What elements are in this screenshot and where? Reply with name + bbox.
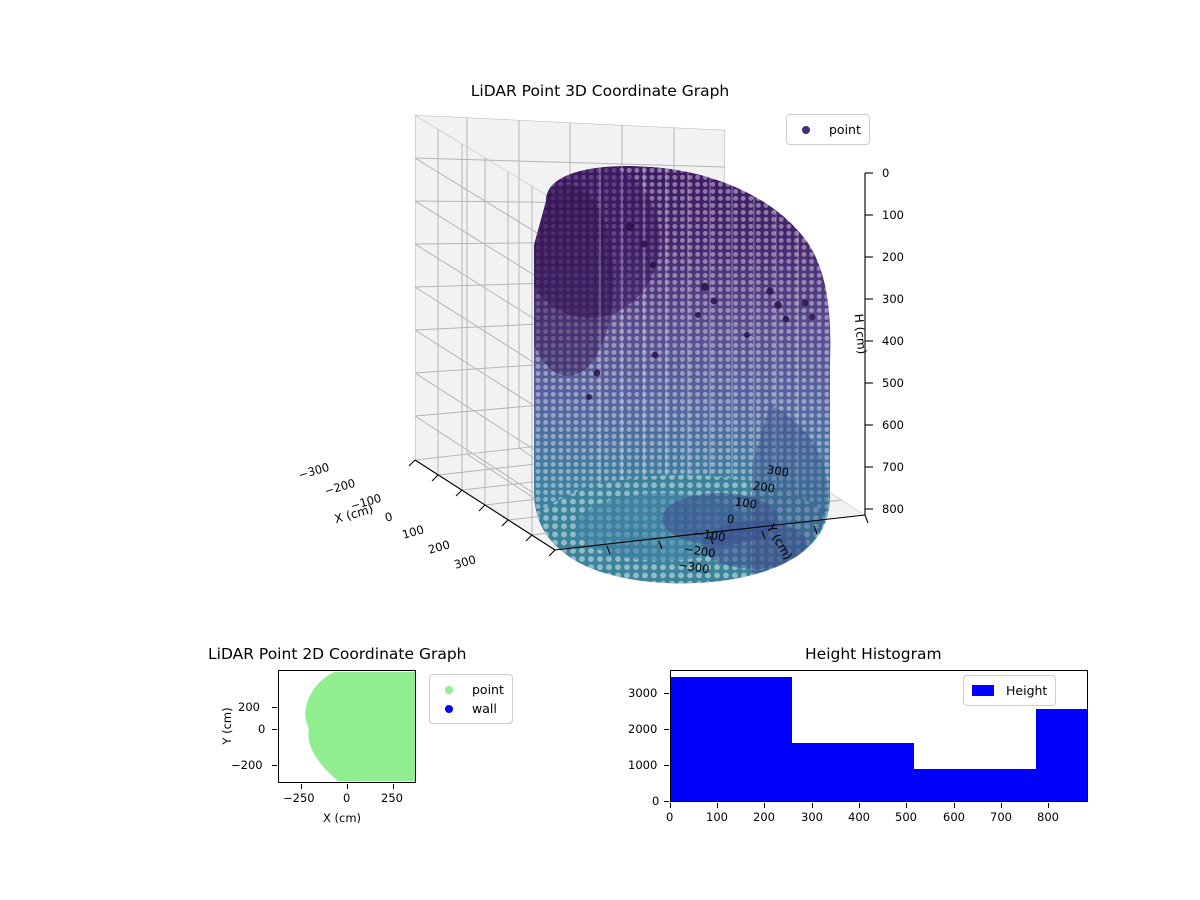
plot3d-ztick-2: 200: [882, 250, 904, 264]
plot3d-ztick-3: 300: [882, 292, 904, 306]
plot3d-ztick-7: 700: [882, 460, 904, 474]
plot3d-ztick-8: 800: [882, 502, 904, 516]
plot2d-xtick-2: 250: [381, 791, 403, 805]
plot2d-point-region: [305, 671, 415, 782]
histogram-xtickmark-0: [670, 803, 671, 808]
histogram-xtick-0: 0: [666, 810, 674, 824]
plot2d-xtickmark-1: [347, 784, 348, 789]
histogram-xtick-5: 500: [895, 810, 917, 824]
legend-entry-point[interactable]: point: [795, 120, 861, 139]
histogram-xtick-6: 600: [943, 810, 965, 824]
plot2d-xtickmark-0: [301, 784, 302, 789]
histogram-ytickmark-1: [664, 765, 669, 766]
legend-point-marker-icon: [438, 685, 460, 694]
plot2d-ytick-1: 0: [258, 722, 266, 736]
histogram-title: Height Histogram: [805, 645, 942, 663]
plot3d-ztick-5: 500: [882, 376, 904, 390]
plot3d-ztick-1: 100: [882, 208, 904, 222]
legend-height-patch-icon: [972, 685, 994, 696]
plot3d-canvas: [408, 115, 873, 584]
histogram-xtick-2: 200: [753, 810, 775, 824]
histogram-ytickmark-0: [664, 801, 669, 802]
legend-point-label: point: [472, 682, 504, 697]
histogram-ytick-0: 0: [652, 794, 660, 808]
histogram-bar[interactable]: [1035, 709, 1087, 801]
legend-point-marker-icon: [795, 125, 817, 134]
histogram-xtick-8: 800: [1037, 810, 1059, 824]
histogram-xtick-3: 300: [801, 810, 823, 824]
legend-entry-point[interactable]: point: [438, 680, 504, 699]
plot2d-ytickmark-1: [272, 729, 277, 730]
histogram-xtickmark-7: [1001, 803, 1002, 808]
histogram-xtickmark-4: [859, 803, 860, 808]
legend-entry-height[interactable]: Height: [972, 681, 1047, 700]
legend-height-label: Height: [1006, 683, 1048, 698]
histogram-ytick-3: 3000: [628, 686, 658, 700]
plot2d-ytickmark-0: [272, 707, 277, 708]
histogram-ytickmark-3: [664, 693, 669, 694]
legend-point-label: point: [829, 122, 861, 137]
plot2d-ytick-2: −200: [231, 758, 263, 772]
histogram-ytickmark-2: [664, 729, 669, 730]
plot2d-xaxis-label: X (cm): [323, 811, 362, 825]
plot2d-yaxis-label: Y (cm): [220, 707, 234, 745]
plot3d-ztick-4: 400: [882, 334, 904, 348]
histogram-bar[interactable]: [671, 677, 793, 801]
plot3d-ztick-6: 600: [882, 418, 904, 432]
plot2d-xtickmark-2: [393, 784, 394, 789]
legend-entry-wall[interactable]: wall: [438, 699, 504, 718]
plot2d-axes[interactable]: [278, 670, 416, 783]
plot3d-tickmarks: [408, 172, 873, 557]
histogram-xtickmark-8: [1048, 803, 1049, 808]
plot2d-xtick-0: −250: [283, 791, 315, 805]
histogram-bar[interactable]: [792, 742, 915, 801]
legend-wall-label: wall: [472, 701, 497, 716]
histogram-xtick-4: 400: [848, 810, 870, 824]
histogram-ytick-2: 2000: [628, 722, 658, 736]
plot2d-xtick-1: 0: [343, 791, 351, 805]
histogram-ytick-1: 1000: [628, 758, 658, 772]
plot2d-title: LiDAR Point 2D Coordinate Graph: [208, 645, 467, 663]
histogram-xtick-7: 700: [990, 810, 1012, 824]
plot2d-legend[interactable]: point wall: [429, 674, 513, 724]
histogram-xtickmark-6: [954, 803, 955, 808]
histogram-xtickmark-3: [812, 803, 813, 808]
histogram-xtick-1: 100: [706, 810, 728, 824]
plot2d-canvas: [305, 671, 415, 782]
histogram-xtickmark-5: [906, 803, 907, 808]
histogram-bar[interactable]: [914, 769, 1036, 801]
histogram-legend[interactable]: Height: [963, 675, 1057, 706]
plot3d-point-cloud: [534, 166, 831, 584]
legend-wall-marker-icon: [438, 704, 460, 713]
plot3d-ztick-0: 0: [882, 166, 890, 180]
plot2d-ytickmark-2: [272, 765, 277, 766]
histogram-xtickmark-1: [717, 803, 718, 808]
histogram-xtickmark-2: [764, 803, 765, 808]
plot3d-legend[interactable]: point: [786, 114, 870, 145]
plot3d-axes[interactable]: −300 −200 −100 0 100 200 300 X (cm) 300 …: [297, 105, 920, 645]
plot3d-title: LiDAR Point 3D Coordinate Graph: [470, 82, 730, 100]
plot2d-ytick-0: 200: [238, 700, 260, 714]
